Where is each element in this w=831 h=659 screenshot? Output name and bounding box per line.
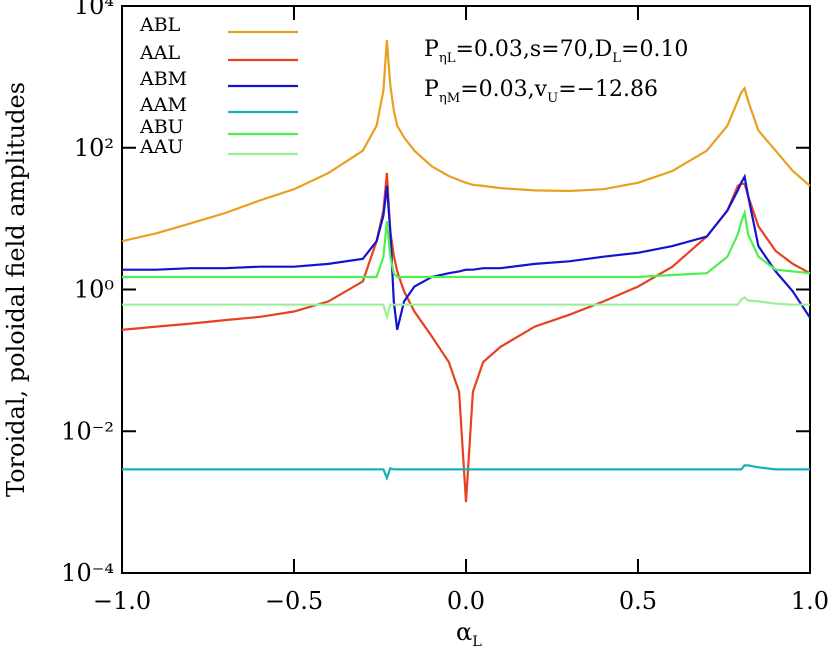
subscript: L [612, 51, 621, 66]
annotation: PηM=0.03,vU=−12.86 [424, 77, 658, 106]
y-tick-label: 10² [74, 134, 114, 162]
text-part: P [424, 77, 439, 102]
text-part: =0.03,s=70,D [455, 37, 612, 62]
legend-label: AAU [139, 136, 183, 158]
y-tick-label: 10⁰ [74, 276, 114, 304]
y-tick-label: 10⁻² [61, 417, 114, 445]
legend-label: AAL [139, 42, 180, 64]
y-axis-label: Toroidal, poloidal field amplitudes [2, 82, 30, 497]
x-tick-label: 0.5 [619, 587, 657, 615]
series-line [122, 173, 811, 331]
subscript: ηL [439, 51, 456, 66]
text-part: =0.03,v [460, 77, 547, 102]
x-axis-label: αL [456, 618, 482, 650]
annotation: PηL=0.03,s=70,DL=0.10 [424, 37, 688, 66]
text-part: =−12.86 [558, 77, 658, 102]
x-tick-label: 1.0 [791, 587, 829, 615]
y-tick-label: 10⁻⁴ [61, 559, 114, 587]
subscript: U [547, 91, 558, 106]
x-tick-label: −0.5 [265, 587, 323, 615]
subscript: L [472, 634, 482, 650]
legend-label: ABM [139, 68, 187, 90]
legend-label: ABL [139, 14, 181, 36]
text-part: α [456, 618, 472, 646]
legend-label: ABU [139, 116, 184, 138]
text-part: P [424, 37, 439, 62]
text-part: =0.10 [621, 37, 688, 62]
legend-label: AAM [139, 94, 187, 116]
subscript: ηM [439, 91, 460, 106]
x-tick-label: −1.0 [93, 587, 151, 615]
series-line [122, 208, 811, 279]
series-line [121, 172, 811, 503]
series-line [122, 296, 810, 321]
y-tick-label: 10⁴ [74, 0, 114, 20]
x-tick-label: 0.0 [447, 587, 485, 615]
series-line [122, 464, 810, 481]
series-line [121, 40, 811, 243]
